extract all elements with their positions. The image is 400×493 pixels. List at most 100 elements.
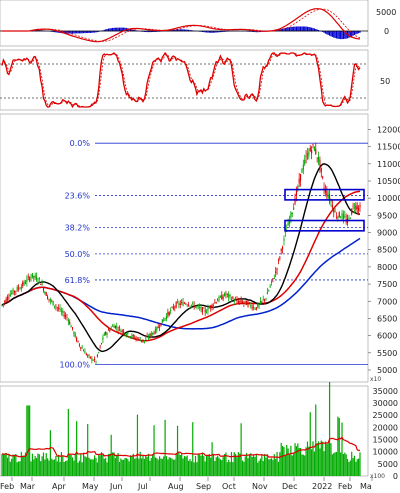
volume-ma-line [1,436,361,459]
volume-bar [337,416,339,476]
volume-bar [188,460,190,476]
volume-bar [243,461,245,476]
ma-short-line [1,163,360,353]
candle-body [300,174,302,181]
volume-bar [340,452,342,476]
macd-hist-bar [290,27,292,32]
candle-body [150,333,152,337]
volume-bar [217,455,219,476]
macd-hist-bar [345,31,347,39]
volume-bar [330,443,332,476]
volume-bar [349,460,351,476]
macd-hist-bar [91,31,93,33]
candle-body [208,307,210,309]
candle-body [261,300,263,302]
volume-bar [142,455,144,476]
candle-body [69,321,71,325]
volume-bar [322,441,324,476]
volume-bar [6,457,9,476]
volume-bar [226,462,228,476]
volume-bar [313,451,315,476]
macd-hist-bar [147,31,150,33]
macd-hist-bar [146,31,148,33]
macd-hist-bar [287,27,289,32]
volume-bar [328,381,331,476]
price-tick-label: 10500 [377,177,400,186]
candle-body [183,303,186,305]
macd-hist-bar [299,26,302,32]
candle-body [248,302,250,304]
volume-bar [84,456,86,476]
volume-bar [338,418,340,476]
candle-body [351,208,353,215]
volume-bar [124,458,126,476]
macd-hist-bar [222,31,224,32]
volume-bar [207,456,209,476]
candle-body [81,347,83,349]
x-tick-label: Aug [168,482,184,491]
candle-body [138,337,140,339]
volume-bar [37,453,39,476]
macd-hist-bar [337,31,339,39]
macd-hist-bar [109,28,111,32]
macd-hist-bar [172,29,174,32]
volume-bar [193,462,195,476]
candle-body [45,292,47,297]
candle-body [142,339,144,342]
candle-body [262,299,264,301]
candle-body [269,286,271,288]
candle-body [301,168,303,173]
volume-bar [13,454,16,476]
volume-bar [203,455,205,476]
macd-hist-bar [328,31,331,36]
candle-body [60,310,62,312]
macd-hist-bar [214,31,216,33]
volume-bar [218,457,220,476]
candle-body [219,296,221,298]
candle-body [5,298,7,302]
volume-bar [35,457,38,476]
macd-hist-bar [114,27,116,32]
candle-body [272,278,274,280]
macd-hist-bar [149,31,151,33]
candle-body [287,222,289,226]
macd-hist-bar [76,31,78,34]
volume-bar [64,460,67,476]
macd-hist-bar [143,31,145,32]
x-tick-label: Oct [222,482,236,491]
volume-bar [183,456,186,476]
candle-body [280,249,282,251]
candle-body [52,301,54,306]
candle-body [207,307,209,312]
candle-body [315,148,317,154]
volume-bar [145,455,147,476]
volume-tick-label: 10000 [373,448,398,457]
candle-body [358,207,360,211]
candle-body [44,291,46,294]
volume-bar [326,443,328,476]
candle-body [275,271,277,273]
macd-hist-bar [223,31,226,32]
volume-bar [355,461,357,476]
macd-hist-bar [331,31,333,37]
candle-body [258,303,260,306]
macd-hist-bar [78,31,81,34]
macd-hist-bar [301,26,303,32]
x-tick-label: Feb [338,482,352,491]
x-tick-label: 2022 [312,482,332,491]
macd-hist-bar [283,28,285,32]
volume-bar [259,458,262,476]
price-candles [1,142,361,365]
candle-body [302,164,304,170]
candle-body [179,303,181,306]
macd-hist-bar [208,31,210,33]
volume-bar [141,458,143,476]
macd-hist-bar [342,31,345,40]
candle-body [334,211,336,213]
volume-bar [9,461,11,476]
candle-body [306,152,309,159]
candle-body [264,299,266,301]
candle-body [34,275,36,278]
candle-body [132,335,134,337]
macd-hist-bar [205,31,208,33]
